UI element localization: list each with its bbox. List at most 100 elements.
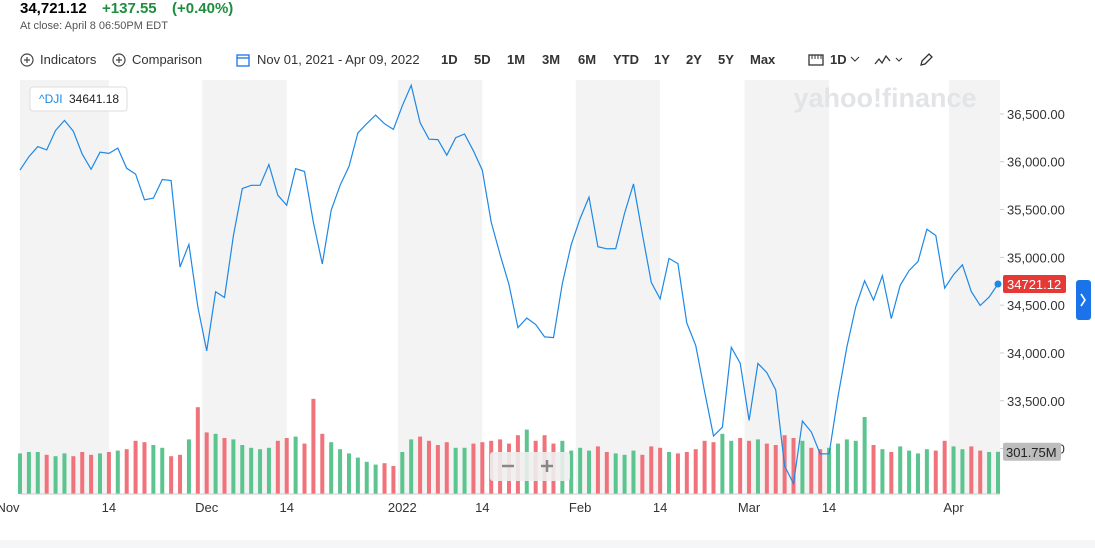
- range-button[interactable]: 1Y: [654, 52, 670, 67]
- legend-box: [29, 86, 128, 112]
- change: +137.55: [102, 0, 157, 17]
- volume-bar: [53, 456, 58, 494]
- volume-bar: [160, 447, 165, 494]
- scroll-button[interactable]: [1076, 280, 1091, 320]
- volume-bar: [844, 439, 849, 494]
- zoom-in[interactable]: [541, 460, 553, 472]
- range-button[interactable]: 1M: [507, 52, 526, 67]
- volume-bar: [889, 452, 894, 494]
- volume-bar: [951, 446, 956, 494]
- volume-bar: [987, 452, 992, 494]
- volume-bar: [595, 446, 600, 494]
- volume-bar: [791, 438, 796, 494]
- volume-bar: [693, 449, 698, 494]
- volume-bar: [355, 457, 360, 494]
- volume-bar: [924, 449, 929, 494]
- price-line: [19, 83, 999, 486]
- volume-bar: [435, 445, 440, 494]
- volume-bar: [569, 450, 574, 494]
- volume-bar: [711, 442, 716, 494]
- range-button[interactable]: Max: [750, 52, 776, 67]
- month-band: [949, 80, 1000, 494]
- volume-bar: [364, 461, 369, 494]
- volume-bar: [471, 443, 476, 494]
- range-button[interactable]: 3M: [542, 52, 561, 67]
- range-button[interactable]: 5D: [474, 52, 491, 67]
- caret: [850, 56, 860, 62]
- x-tick-label: 14: [279, 500, 293, 515]
- legend-value: 34641.18: [69, 92, 119, 106]
- volume-bar: [44, 454, 49, 494]
- volume-bar: [373, 464, 378, 494]
- volume-bar: [933, 450, 938, 494]
- volume-bar: [738, 438, 743, 494]
- volume-bar: [213, 433, 218, 494]
- volume-bar: [880, 449, 885, 494]
- chart-type-icon[interactable]: [808, 53, 824, 67]
- range-button[interactable]: 5Y: [718, 52, 734, 67]
- volume-bar: [622, 454, 627, 494]
- y-tick-label: 34,000.00: [1007, 346, 1065, 361]
- indicators-button[interactable]: Indicators: [40, 52, 97, 67]
- range-button[interactable]: 6M: [578, 52, 597, 67]
- volume-bar: [702, 440, 707, 494]
- y-tick-label: 35,500.00: [1007, 203, 1065, 218]
- volume-bar: [35, 452, 40, 494]
- volume-bar: [684, 452, 689, 494]
- price-tag-label: 34721.12: [1007, 277, 1061, 292]
- range-button[interactable]: 2Y: [686, 52, 702, 67]
- range-button[interactable]: YTD: [613, 52, 639, 67]
- interval-button[interactable]: 1D: [830, 52, 847, 67]
- volume-bar: [480, 442, 485, 494]
- volume-bar: [444, 442, 449, 494]
- volume-bar: [755, 439, 760, 494]
- volume-bar: [453, 447, 458, 494]
- volume-bar: [604, 452, 609, 494]
- pencil-icon[interactable]: [918, 52, 934, 68]
- volume-bar: [231, 439, 236, 494]
- x-tick-label: Apr: [943, 500, 964, 515]
- volume-bar: [827, 447, 832, 494]
- volume-bar: [675, 453, 680, 494]
- volume-bar: [346, 453, 351, 494]
- volume-bar: [747, 440, 752, 494]
- x-tick-label: 14: [102, 500, 116, 515]
- volume-bar: [942, 440, 947, 494]
- volume-bar: [26, 452, 31, 494]
- volume-bar: [640, 454, 645, 494]
- volume-bar: [907, 450, 912, 494]
- volume-bar: [631, 450, 636, 494]
- y-tick-label: 34,500.00: [1007, 298, 1065, 313]
- volume-bar: [204, 432, 209, 494]
- x-tick-label: 14: [475, 500, 489, 515]
- volume-bar: [178, 454, 183, 494]
- watermark: yahoo!finance: [793, 83, 976, 113]
- volume-bar: [62, 453, 67, 494]
- volume-bar: [835, 443, 840, 494]
- volume-bar: [800, 440, 805, 494]
- x-tick-label: 14: [653, 500, 667, 515]
- volume-bar: [98, 453, 103, 494]
- volume-bar: [284, 438, 289, 494]
- volume-bar: [222, 438, 227, 494]
- range-button[interactable]: 1D: [441, 52, 458, 67]
- scroll-arrow: [1080, 293, 1086, 307]
- change-pct: (+0.40%): [172, 0, 234, 17]
- comparison-button[interactable]: Comparison: [132, 52, 203, 67]
- volume-bar: [862, 417, 867, 494]
- volume-bar: [151, 445, 156, 494]
- last-point: [994, 280, 1002, 288]
- volume-bar: [275, 440, 280, 494]
- volume-bar: [169, 456, 174, 494]
- month-band: [202, 80, 287, 494]
- x-tick-label: Mar: [738, 500, 761, 515]
- date-range[interactable]: Nov 01, 2021 - Apr 09, 2022: [257, 52, 420, 67]
- draw-icon[interactable]: [874, 53, 906, 67]
- y-tick-label: 36,500.00: [1007, 107, 1065, 122]
- volume-bar: [302, 443, 307, 494]
- volume-bar: [426, 440, 431, 494]
- volume-bar: [186, 439, 191, 494]
- volume-bar: [649, 446, 654, 494]
